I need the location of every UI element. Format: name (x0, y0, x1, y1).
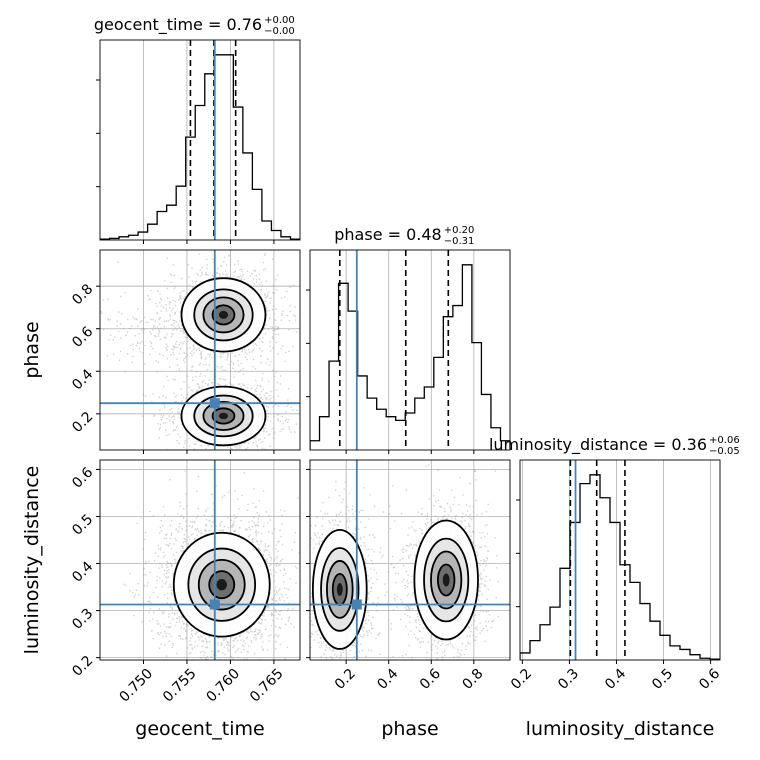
contour-line-3 (211, 407, 236, 425)
contour-line-1 (187, 547, 257, 622)
panel-frame (309, 459, 511, 661)
panel-frame (99, 39, 301, 241)
x-tick-label: 0.6 (696, 666, 723, 693)
x-axis-label-geocent_time: geocent_time (135, 718, 264, 740)
contour-line-2 (202, 296, 245, 334)
x-tick-label: 0.755 (160, 666, 200, 706)
truth-marker (351, 599, 362, 610)
scatter-panel-geocent_time-phase (96, 249, 301, 454)
title-sup-geocent_time: +0.00 (264, 15, 295, 26)
y-axis-label-phase: phase (21, 321, 43, 378)
y-tick-label: 0.4 (69, 366, 96, 393)
y-axis-label-luminosity_distance: luminosity_distance (21, 466, 43, 655)
panel-frame (309, 249, 511, 451)
panel-frame (519, 459, 721, 661)
title-sup-luminosity_distance: +0.06 (709, 435, 740, 446)
title-sub-geocent_time: −0.00 (264, 26, 295, 37)
contour-line-3 (436, 563, 456, 597)
density-level (218, 310, 229, 319)
contour-line-1 (193, 394, 254, 438)
contour-line-2 (197, 558, 246, 611)
contour-line-0 (311, 528, 368, 650)
y-tick-label: 0.4 (69, 559, 96, 586)
y-tick-label: 0.2 (69, 409, 96, 436)
contour-line-1 (423, 537, 470, 623)
title-sup-phase: +0.20 (444, 225, 475, 236)
scatter-panel-geocent_time-luminosity_distance (96, 459, 301, 664)
y-tick-label: 0.5 (69, 512, 96, 539)
x-axis-label-phase: phase (381, 718, 438, 740)
density-level (442, 573, 450, 587)
title-geocent_time: geocent_time = 0.76 (94, 15, 262, 35)
y-tick-label: 0.6 (69, 324, 96, 351)
x-tick-label: 0.4 (374, 666, 401, 693)
contour-line-0 (413, 519, 479, 641)
x-tick-label: 0.2 (508, 666, 535, 693)
contour-line-0 (180, 277, 267, 353)
scatter-panel-phase-luminosity_distance (306, 459, 511, 664)
x-tick-label: 0.8 (459, 666, 486, 693)
y-tick-label: 0.3 (69, 606, 96, 633)
contour-line-2 (202, 401, 245, 431)
scatter-points (100, 252, 298, 450)
contour-line-0 (172, 531, 271, 638)
title-sub-luminosity_distance: −0.05 (709, 446, 740, 457)
contour-line-1 (193, 288, 254, 342)
panel-frame (99, 249, 301, 451)
x-tick-label: 0.750 (117, 666, 157, 706)
title-sub-phase: −0.31 (444, 236, 475, 247)
density-level (216, 579, 227, 591)
y-tick-label: 0.2 (69, 653, 96, 680)
contour-line-2 (430, 550, 463, 610)
x-tick-label: 0.6 (417, 666, 444, 693)
title-phase: phase = 0.48 (334, 225, 441, 244)
x-tick-label: 0.4 (602, 666, 629, 693)
density-level (336, 582, 343, 596)
contour-line-2 (326, 560, 354, 619)
panel-frame (99, 459, 301, 661)
truth-marker (209, 599, 220, 610)
hist-panel-phase: phase = 0.48 +0.20−0.31 (306, 225, 511, 454)
contour-line-3 (211, 304, 236, 326)
contour-line-0 (180, 385, 267, 447)
title-luminosity_distance: luminosity_distance = 0.36 (489, 435, 707, 455)
contour-line-1 (320, 547, 360, 632)
x-tick-label: 0.5 (649, 666, 676, 693)
histogram-luminosity_distance (520, 474, 720, 660)
contour-line-3 (208, 570, 236, 600)
x-tick-label: 0.760 (203, 666, 243, 706)
histogram-geocent_time (100, 54, 300, 240)
y-tick-label: 0.8 (69, 281, 96, 308)
y-tick-label: 0.6 (69, 464, 96, 491)
x-tick-label: 0.3 (555, 666, 582, 693)
hist-panel-geocent_time: geocent_time = 0.76 +0.00−0.00 (94, 15, 301, 244)
hist-panel-luminosity_distance: luminosity_distance = 0.36 +0.06−0.05 (489, 435, 740, 664)
truth-marker (209, 398, 220, 409)
density-level (218, 412, 229, 420)
x-tick-label: 0.765 (247, 666, 287, 706)
x-axis-label-luminosity_distance: luminosity_distance (526, 718, 715, 740)
x-tick-label: 0.2 (332, 666, 359, 693)
